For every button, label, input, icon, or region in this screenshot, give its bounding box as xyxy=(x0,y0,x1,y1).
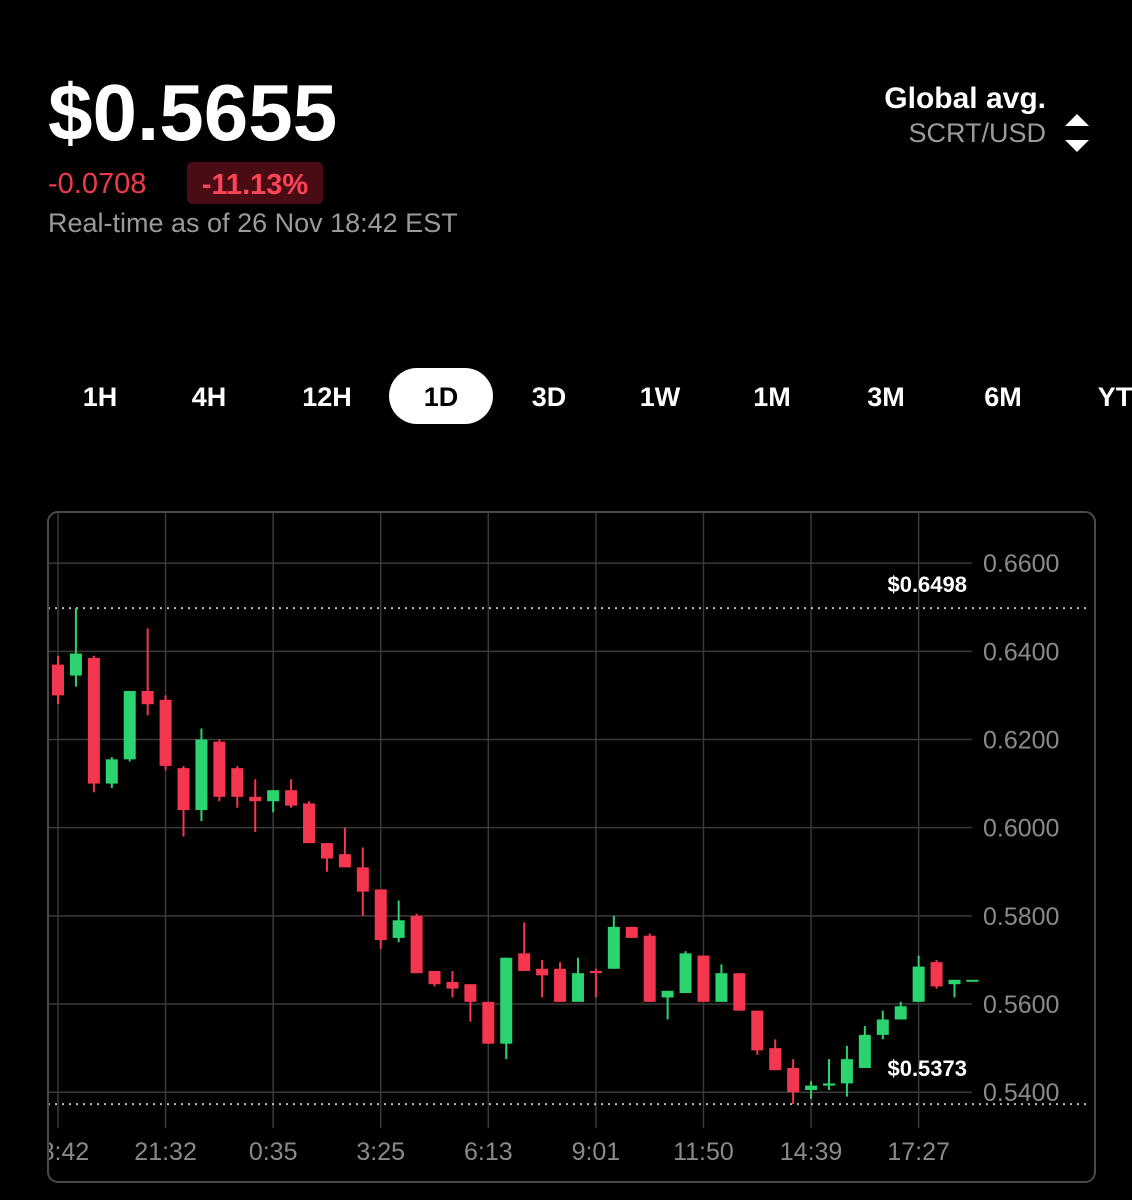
candle-body xyxy=(374,889,387,941)
candle-body xyxy=(392,920,405,938)
candle-body xyxy=(267,790,280,802)
candle-body xyxy=(858,1034,871,1068)
timeframe-tab[interactable]: 6M xyxy=(984,382,1022,412)
pair-switch-icon[interactable] xyxy=(1065,114,1089,152)
timeframe-tab[interactable]: 12H xyxy=(302,382,352,412)
chart-frame xyxy=(47,511,1096,1183)
candle-body xyxy=(966,979,979,982)
y-tick-label: 0.5600 xyxy=(983,991,1059,1019)
y-tick-label: 0.6400 xyxy=(983,638,1059,666)
price-marker-label: $0.6498 xyxy=(887,572,967,597)
candle-body xyxy=(554,968,567,1002)
y-tick-label: 0.6200 xyxy=(983,727,1059,755)
candle-body xyxy=(446,981,459,989)
x-tick-label: 0:35 xyxy=(249,1138,298,1166)
change-pct-badge xyxy=(187,162,323,204)
candle-body xyxy=(141,691,154,705)
x-tick-label: 3:25 xyxy=(356,1138,405,1166)
candle-body xyxy=(177,768,190,811)
y-tick-label: 0.6000 xyxy=(983,815,1059,843)
candle-body xyxy=(948,979,961,985)
x-tick-label: 11:50 xyxy=(673,1138,734,1166)
candle-body xyxy=(500,957,513,1044)
candle-body xyxy=(894,1006,907,1020)
candle-body xyxy=(787,1067,800,1093)
selected-tab-pill[interactable] xyxy=(389,368,493,424)
candle-body xyxy=(105,759,118,784)
timeframe-tab[interactable]: 1D xyxy=(424,382,459,412)
candle-body xyxy=(249,796,262,802)
candle-body xyxy=(805,1085,818,1091)
candle-body xyxy=(410,915,423,974)
source[interactable]: Global avg. xyxy=(884,82,1046,115)
candle-body xyxy=(589,970,602,974)
change: -0.0708 xyxy=(48,168,146,200)
timeframe-tab[interactable]: 3D xyxy=(532,382,567,412)
candle-body xyxy=(822,1083,835,1086)
x-tick-label: 14:39 xyxy=(780,1138,843,1166)
candle-body xyxy=(195,739,208,811)
candle-body xyxy=(87,657,100,784)
chart: 0.6600 0.6400 0.6200 0.6000 0.5800 0.5600 0.54… xyxy=(27,513,1090,1166)
candle-body xyxy=(536,968,549,976)
candle-body xyxy=(123,691,136,760)
candle-body xyxy=(159,699,172,766)
candle-body xyxy=(625,926,638,938)
candle-body xyxy=(482,1001,495,1044)
candle-body xyxy=(733,973,746,1011)
candle-body xyxy=(607,926,620,969)
price-marker-label: $0.5373 xyxy=(887,1056,967,1081)
y-tick-label: 0.6600 xyxy=(983,550,1059,578)
candle-body xyxy=(679,953,692,994)
candle-body xyxy=(661,990,674,998)
candle-body xyxy=(715,973,728,1002)
candle-body xyxy=(428,970,441,985)
candle-body xyxy=(840,1059,853,1084)
candle-body xyxy=(464,984,477,1002)
x-tick-label: 9:01 xyxy=(572,1138,621,1166)
candle-body xyxy=(769,1048,782,1071)
candle-body xyxy=(285,790,298,806)
candle-body xyxy=(876,1019,889,1035)
timeframe-tabs: 1H 4H 12H 1D 3D 1W 1M 3M 6M YT xyxy=(83,368,1132,424)
x-tick-label: 18:42 xyxy=(27,1138,90,1166)
pair[interactable]: SCRT/USD xyxy=(908,118,1046,148)
x-tick-label: 6:13 xyxy=(464,1138,513,1166)
x-tick-label: 21:32 xyxy=(134,1138,197,1166)
candle-body xyxy=(697,955,710,1002)
y-tick-label: 0.5400 xyxy=(983,1079,1059,1107)
candle-body xyxy=(213,741,226,797)
candle-body xyxy=(571,973,584,1002)
candle-body xyxy=(912,966,925,1002)
candle-body xyxy=(338,854,351,868)
change-pct: -11.13% xyxy=(202,169,309,201)
candle-body xyxy=(303,803,316,844)
candle-body xyxy=(518,953,531,971)
candle-body xyxy=(751,1010,764,1051)
candle-body xyxy=(231,768,244,797)
y-tick-label: 0.5800 xyxy=(983,903,1059,931)
candle-body xyxy=(930,962,943,987)
candle-body xyxy=(356,867,369,892)
candle-body xyxy=(69,653,82,676)
timestamp: Real-time as of 26 Nov 18:42 EST xyxy=(48,208,458,238)
timeframe-tab[interactable]: 1H xyxy=(83,382,118,412)
timeframe-tab[interactable]: 1M xyxy=(753,382,791,412)
candle-body xyxy=(320,843,333,859)
timeframe-tab[interactable]: 3M xyxy=(867,382,905,412)
candle-body xyxy=(52,664,64,696)
candle-body xyxy=(643,935,656,1002)
price: $0.5655 xyxy=(48,68,337,157)
timeframe-tab[interactable]: YT xyxy=(1098,382,1132,412)
x-tick-label: 17:27 xyxy=(887,1138,950,1166)
timeframe-tab[interactable]: 1W xyxy=(640,382,681,412)
timeframe-tab[interactable]: 4H xyxy=(192,382,227,412)
